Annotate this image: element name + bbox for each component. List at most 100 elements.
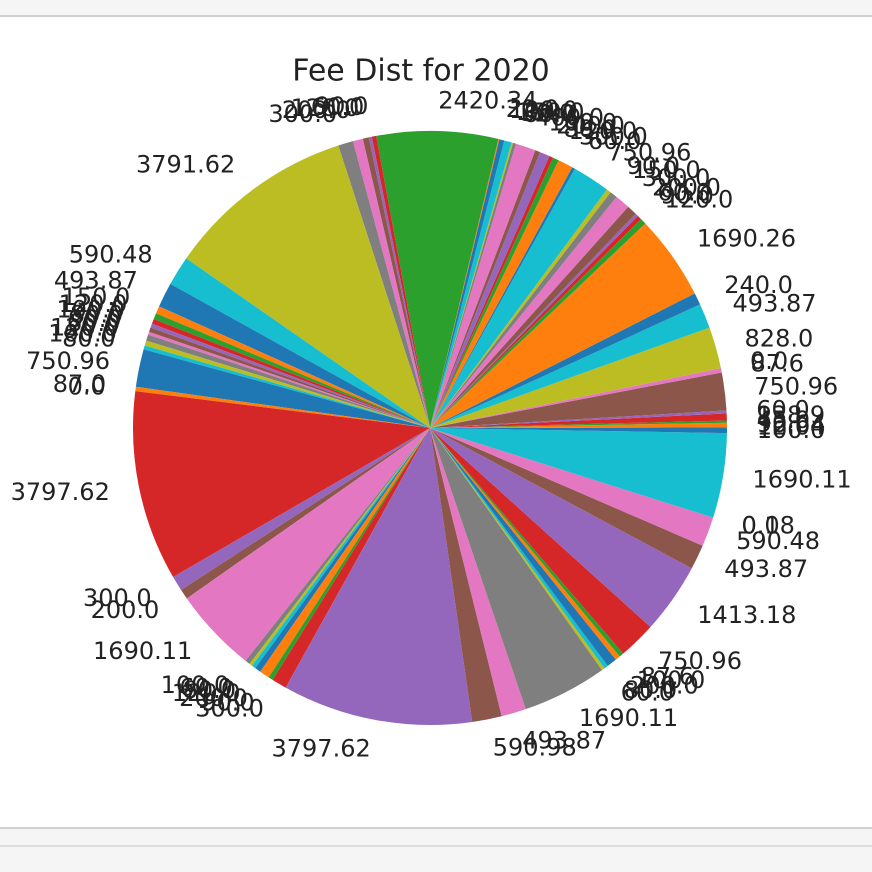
slice-label: 2420.34: [438, 86, 537, 114]
pie-slice: [186, 145, 430, 428]
slice-label: 100.0: [48, 320, 117, 348]
slice-label: 3797.62: [11, 478, 110, 506]
slice-label: 1690.26: [697, 225, 796, 253]
pie-slice: [430, 223, 695, 428]
pie: [133, 131, 727, 725]
pie-slice: [430, 428, 692, 627]
pie-slice: [430, 192, 617, 428]
pie-slice: [430, 428, 605, 671]
slice-label: 493.87: [733, 290, 817, 318]
pie-slice: [430, 213, 638, 428]
pie-slice: [249, 428, 430, 666]
pie-slice: [272, 428, 430, 688]
slice-label: 80.0: [624, 676, 677, 704]
pie-slice: [430, 157, 559, 428]
pie-slice: [376, 131, 499, 428]
slice-label: 100.0: [509, 96, 578, 124]
slice-label: 200.0: [630, 671, 699, 699]
slice-label: 200.0: [652, 173, 721, 201]
slice-label: 590.98: [493, 734, 577, 762]
slice-label: 87.0: [53, 370, 106, 398]
slice-label: 240.0: [724, 271, 793, 299]
slice-label: 493.87: [522, 726, 606, 754]
slice-label: 200.0: [91, 596, 160, 624]
slice-label: 100.0: [757, 416, 826, 444]
pie-slice: [430, 143, 536, 428]
pie-slice: [430, 410, 727, 428]
pie-slice: [151, 318, 430, 428]
pie-slice: [430, 140, 512, 428]
pie-slice: [430, 327, 721, 428]
slice-label: 80.0: [70, 300, 123, 328]
pie-slice: [430, 428, 651, 654]
slice-label: 120.0: [291, 94, 360, 122]
slice-label: 20.0: [506, 95, 559, 123]
slice-label: 12.04: [757, 413, 826, 441]
slice-label: 0.0: [68, 372, 106, 400]
pie-slice: [260, 428, 430, 678]
slice-label: 100.0: [637, 666, 706, 694]
pie-slice: [135, 349, 430, 428]
slice-label: 150.0: [632, 156, 701, 184]
pie-slice: [430, 219, 646, 428]
pie-slice: [430, 150, 541, 429]
slice-label: 200.0: [556, 112, 625, 140]
slice-label: 300.0: [268, 100, 337, 128]
slice-label: 87.6: [641, 663, 694, 691]
slice-label: 60.0: [621, 678, 674, 706]
slice-label: 60.0: [311, 93, 364, 121]
slice-label: 90.64: [757, 410, 826, 438]
slice-label: 30.0: [521, 99, 574, 127]
pie-slice: [430, 428, 608, 669]
pie-slice: [268, 428, 430, 680]
slice-label: 100.0: [548, 109, 617, 137]
pie-slice: [430, 428, 502, 722]
pie-slice: [430, 428, 727, 518]
pie-slice: [371, 135, 430, 429]
pie-slice: [430, 142, 517, 428]
slice-label: 300.0: [195, 694, 264, 722]
pie-slice: [430, 168, 607, 428]
slice-label: 150.0: [516, 98, 585, 126]
pie-slice: [144, 340, 430, 428]
pie-slice: [146, 334, 431, 428]
slice-label: 80.0: [563, 115, 616, 143]
slice-label: 60.0: [588, 127, 641, 155]
pie-slice: [430, 428, 616, 666]
slice-label: 60.0: [756, 395, 809, 423]
slice-label: 1690.11: [579, 704, 678, 732]
slice-label: 60.0: [67, 309, 120, 337]
slice-label: 0.0: [750, 347, 788, 375]
slice-label: 150.0: [62, 283, 131, 311]
pie-slice: [430, 304, 710, 428]
pie-slice: [430, 420, 727, 428]
top-band: [0, 0, 872, 16]
slice-label: 0.18: [741, 512, 794, 540]
slice-label: 493.87: [724, 555, 808, 583]
pie-slice: [430, 428, 624, 657]
pie-slice: [251, 428, 430, 669]
pie-slice: [148, 331, 430, 428]
slice-label: 90.0: [660, 181, 713, 209]
slice-label: 60.0: [179, 673, 232, 701]
slice-label: 120.0: [172, 679, 241, 707]
pie-slice: [430, 428, 703, 569]
slice-label: 87.6: [750, 350, 803, 378]
slice-label: 3791.62: [136, 151, 235, 179]
pie-slice: [159, 283, 431, 428]
pie-slice: [352, 138, 430, 428]
pie-slice: [430, 189, 611, 428]
slice-label: 493.87: [54, 267, 138, 295]
slice-label: 590.48: [69, 240, 153, 268]
slice-label: 120.0: [59, 290, 128, 318]
pie-slice: [430, 427, 727, 428]
pie-slice: [338, 141, 430, 428]
slice-label: 80.0: [183, 676, 236, 704]
slice-label: 750.96: [26, 347, 110, 375]
pie-slice: [430, 428, 620, 660]
pie-slice: [430, 368, 722, 428]
slice-label: 590.48: [736, 527, 820, 555]
slice-label: 750.96: [754, 373, 838, 401]
